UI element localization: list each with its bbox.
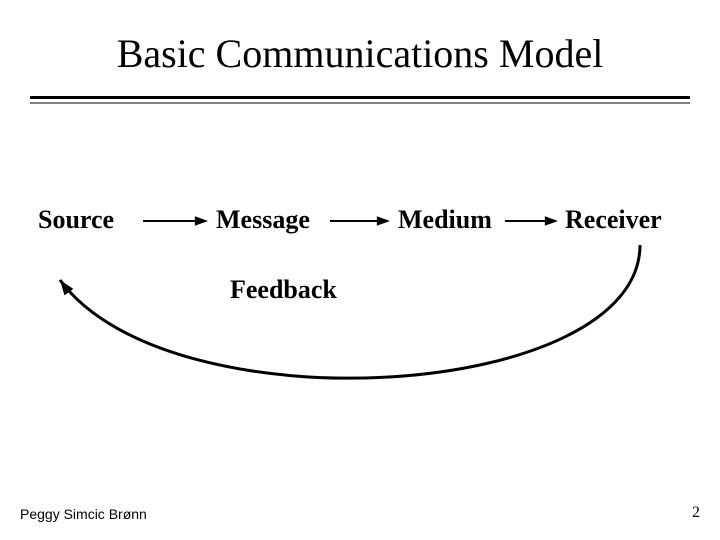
feedback-label: Feedback <box>230 275 337 305</box>
node-medium: Medium <box>398 205 492 235</box>
footer-page: 2 <box>692 504 700 522</box>
slide: Basic Communications Model Source Messag… <box>0 0 720 540</box>
node-message: Message <box>216 205 310 235</box>
arrows-svg <box>0 0 720 540</box>
title-rule <box>30 96 690 104</box>
title-rule-bottom <box>30 102 690 104</box>
footer-author: Peggy Simcic Brønn <box>20 506 147 522</box>
node-receiver: Receiver <box>565 205 662 235</box>
slide-title: Basic Communications Model <box>0 30 720 77</box>
node-source: Source <box>38 205 114 235</box>
